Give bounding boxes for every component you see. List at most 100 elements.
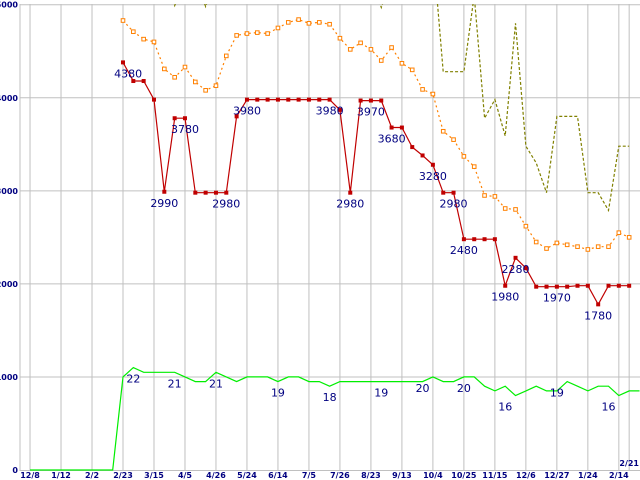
data-point-average [368, 47, 374, 52]
data-point-min [492, 237, 497, 242]
data-label-min: 2980 [336, 198, 364, 211]
data-point-min [544, 284, 549, 289]
data-label-min: 4380 [114, 67, 142, 80]
data-label-count: 20 [416, 382, 430, 395]
data-label-min: 2280 [502, 263, 530, 276]
x-tick-label: 11/15 [482, 471, 508, 480]
data-point-min [430, 162, 435, 167]
data-point-average [162, 66, 167, 72]
y-tick-label: 4000 [0, 94, 18, 103]
data-point-min [213, 190, 218, 195]
data-point-min [379, 98, 384, 103]
x-tick-label: 3/15 [144, 471, 164, 480]
data-point-average [585, 247, 591, 252]
data-label-min: 1970 [543, 292, 571, 305]
data-point-min [337, 107, 342, 112]
data-point-min [348, 190, 353, 195]
data-label-min: 2990 [150, 197, 178, 210]
data-label-count: 19 [550, 387, 564, 400]
data-point-average [440, 128, 446, 134]
data-point-min [482, 237, 487, 242]
data-point-average [224, 53, 229, 59]
data-point-min [461, 237, 466, 242]
data-point-min [472, 237, 477, 242]
data-point-min [162, 189, 167, 194]
data-point-average [182, 64, 188, 70]
data-label-min: 2480 [450, 244, 478, 257]
data-point-average [575, 244, 580, 249]
x-tick-label: 1/12 [51, 471, 71, 480]
data-point-average [358, 40, 363, 46]
data-point-average [523, 223, 529, 229]
data-point-average [347, 47, 353, 52]
data-label-count: 16 [498, 401, 512, 414]
data-point-average [544, 246, 549, 251]
grid [19, 4, 640, 471]
data-point-min [182, 116, 187, 121]
y-tick-label: 5000 [0, 1, 18, 10]
data-point-min [121, 60, 125, 65]
data-point-average [492, 194, 498, 199]
data-point-min [627, 283, 632, 288]
data-point-min [131, 79, 136, 84]
x-tick-label: 12/6 [516, 471, 536, 480]
data-point-min [358, 98, 363, 103]
x-tick-label: 2/14 [609, 471, 629, 480]
data-label-min: 1780 [584, 309, 612, 322]
data-label-min: 1980 [491, 291, 519, 304]
data-label-count: 22 [126, 373, 140, 386]
data-label-min: 2980 [440, 198, 468, 211]
data-point-average [616, 230, 622, 235]
series-line-max [173, 4, 630, 213]
data-point-min [265, 97, 270, 102]
data-point-min [565, 284, 570, 289]
data-label-count: 19 [271, 387, 285, 400]
x-tick-label: 10/25 [451, 471, 477, 480]
x-tick-label: 12/27 [544, 471, 569, 480]
data-label-count: 18 [323, 391, 337, 404]
data-point-min [410, 145, 415, 150]
x-tick-label: 7/26 [330, 471, 350, 480]
data-label-count: 21 [209, 377, 223, 390]
data-point-average [420, 87, 425, 92]
data-point-min [193, 190, 198, 195]
x-tick-label: 1/24 [578, 471, 598, 480]
data-point-average [141, 36, 146, 42]
data-point-average [451, 137, 456, 142]
data-point-min [224, 190, 229, 195]
data-point-average [337, 35, 343, 41]
data-point-min [275, 97, 280, 102]
data-point-average [409, 67, 415, 73]
data-point-min [389, 125, 394, 130]
data-point-min [141, 79, 146, 84]
data-point-average [244, 31, 250, 36]
data-point-average [482, 193, 487, 198]
data-point-min [596, 302, 601, 307]
y-tick-label: 1000 [0, 373, 18, 382]
data-point-average [131, 29, 136, 34]
data-point-average [120, 18, 126, 23]
data-label-min: 3980 [316, 105, 344, 118]
data-point-min [606, 283, 611, 288]
data-label-min: 3780 [171, 123, 199, 136]
data-point-average [399, 61, 405, 66]
data-point-average [626, 235, 632, 240]
data-point-min [451, 190, 456, 195]
data-point-average [275, 25, 281, 31]
data-point-average [296, 17, 301, 22]
data-point-average [471, 164, 477, 169]
data-label-min: 2980 [212, 198, 240, 211]
x-tick-label: 2/21 [619, 459, 639, 468]
data-point-min [399, 125, 404, 130]
data-point-average [378, 58, 384, 63]
data-point-min [296, 97, 301, 102]
data-label-count: 16 [602, 401, 616, 414]
data-point-min [244, 97, 249, 102]
data-point-average [430, 91, 436, 97]
data-point-min [503, 283, 508, 288]
data-point-average [203, 88, 208, 93]
data-point-min [554, 284, 559, 289]
series-line-count [30, 366, 640, 471]
y-tick-label: 2000 [0, 280, 18, 289]
